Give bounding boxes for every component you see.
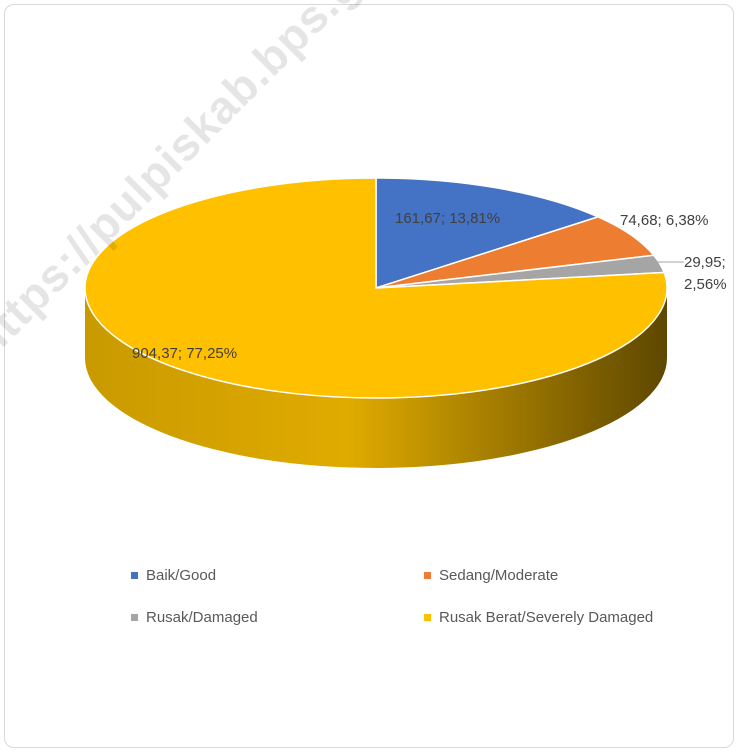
pie-slice-baik-good: [375, 177, 599, 289]
pie-slice-rusak-berat-severely-damaged: [84, 177, 668, 399]
pie-sides: [85, 288, 667, 468]
data-label-sedang: 74,68; 6,38%: [620, 212, 708, 229]
pie-side-3-0: [85, 288, 667, 468]
data-label-rusak-line1: 29,95;: [684, 254, 726, 271]
data-label-baik: 161,67; 13,81%: [395, 210, 500, 227]
pie-tops: [84, 177, 668, 399]
data-label-rusak-berat: 904,37; 77,25%: [132, 345, 237, 362]
data-label-rusak-line2: 2,56%: [684, 276, 727, 293]
pie-slice-sedang-moderate: [375, 216, 655, 289]
